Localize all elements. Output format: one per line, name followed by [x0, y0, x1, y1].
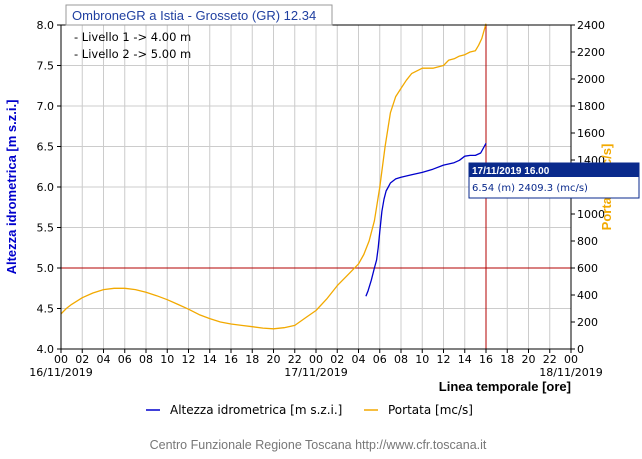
- x-tick-label: 06: [373, 353, 387, 366]
- x-date-label: 16/11/2019: [29, 366, 92, 379]
- x-tick-label: 04: [352, 353, 366, 366]
- left-axis-ticks: 4.0 4.5 5.0 5.5 6.0 6.5 7.0 7.5 8.0: [37, 19, 61, 356]
- right-axis-ticks: 0200400600800100012001400160018002000220…: [571, 19, 605, 356]
- series-portata-line: [60, 23, 487, 330]
- title-box: [65, 4, 333, 26]
- hover-tooltip: 17/11/2019 16.00 6.54 (m) 2409.3 (mc/s): [468, 162, 640, 199]
- left-tick-label: 5.5: [37, 222, 55, 235]
- footer-credit: Centro Funzionale Regione Toscana http:/…: [150, 438, 487, 452]
- right-tick-label: 200: [577, 316, 598, 329]
- legend-label-altezza: Altezza idrometrica [m s.z.i.]: [170, 403, 342, 417]
- x-tick-label: 18: [245, 353, 259, 366]
- x-date-label: 18/11/2019: [539, 366, 602, 379]
- x-tick-label: 16: [479, 353, 493, 366]
- x-tick-label: 20: [267, 353, 281, 366]
- x-tick-label: 08: [139, 353, 153, 366]
- x-tick-label: 10: [415, 353, 429, 366]
- right-tick-label: 1000: [577, 208, 605, 221]
- right-tick-label: 2000: [577, 73, 605, 86]
- x-tick-label: 16: [224, 353, 238, 366]
- x-tick-label: 02: [330, 353, 344, 366]
- x-tick-label: 10: [160, 353, 174, 366]
- right-tick-label: 400: [577, 289, 598, 302]
- left-tick-label: 4.0: [37, 343, 55, 356]
- level-1-annotation: - Livello 1 -> 4.00 m: [74, 30, 191, 44]
- x-tick-label: 18: [500, 353, 514, 366]
- series-lines: [60, 23, 487, 330]
- left-tick-label: 8.0: [37, 19, 55, 32]
- left-tick-label: 5.0: [37, 262, 55, 275]
- x-tick-label: 12: [437, 353, 451, 366]
- left-tick-label: 6.5: [37, 141, 55, 154]
- chart-title: OmbroneGR a Istia - Grosseto (GR) 12.34: [72, 8, 316, 23]
- x-tick-label: 14: [203, 353, 217, 366]
- tooltip-header: 17/11/2019 16.00: [472, 166, 550, 177]
- legend-label-portata: Portata [mc/s]: [388, 403, 473, 417]
- x-tick-label: 12: [182, 353, 196, 366]
- x-tick-label: 02: [75, 353, 89, 366]
- legend: Altezza idrometrica [m s.z.i.] Portata […: [146, 403, 473, 417]
- x-tick-label: 22: [543, 353, 557, 366]
- x-tick-label: 20: [522, 353, 536, 366]
- x-axis-ticks: 00 02 04 06 08 10 12 14 16 18 20 22 00 02 04 06 08 10 12 14…: [29, 349, 603, 379]
- left-tick-label: 4.5: [37, 303, 55, 316]
- left-axis-label: Altezza idrometrica [m s.z.i.]: [4, 100, 19, 275]
- x-tick-label: 14: [458, 353, 472, 366]
- x-tick-label: 00: [54, 353, 68, 366]
- x-tick-label: 08: [394, 353, 408, 366]
- right-tick-label: 600: [577, 262, 598, 275]
- left-tick-label: 6.0: [37, 181, 55, 194]
- right-tick-label: 800: [577, 235, 598, 248]
- x-date-label: 17/11/2019: [284, 366, 347, 379]
- series-altezza-line: [365, 142, 487, 297]
- x-tick-label: 00: [564, 353, 578, 366]
- x-tick-label: 00: [309, 353, 323, 366]
- level-2-annotation: - Livello 2 -> 5.00 m: [74, 47, 191, 61]
- x-tick-label: 06: [118, 353, 132, 366]
- right-tick-label: 2400: [577, 19, 605, 32]
- right-tick-label: 0: [577, 343, 584, 356]
- right-tick-label: 2200: [577, 46, 605, 59]
- tooltip-body: 6.54 (m) 2409.3 (mc/s): [472, 183, 588, 194]
- right-tick-label: 1600: [577, 127, 605, 140]
- tooltip-header-bar: [469, 163, 639, 177]
- x-tick-label: 04: [97, 353, 111, 366]
- left-tick-label: 7.5: [37, 60, 55, 73]
- right-tick-label: 1800: [577, 100, 605, 113]
- x-axis-label: Linea temporale [ore]: [439, 379, 571, 394]
- left-tick-label: 7.0: [37, 100, 55, 113]
- x-tick-label: 22: [288, 353, 302, 366]
